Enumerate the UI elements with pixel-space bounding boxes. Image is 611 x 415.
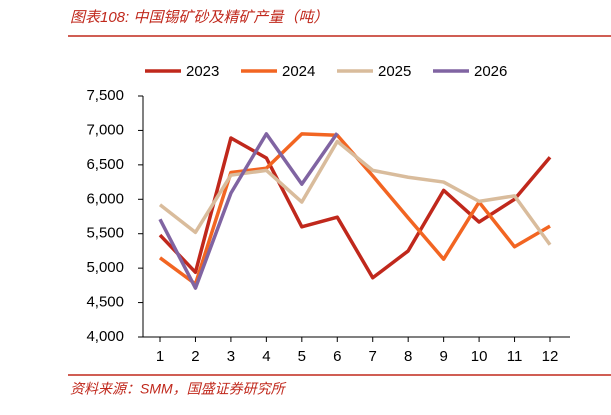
legend-label: 2023 (186, 63, 219, 80)
x-tick-label: 10 (471, 348, 488, 365)
source: 资料来源：SMM，国盛证券研究所 (70, 381, 287, 397)
series-line (158, 132, 339, 290)
series-line (158, 139, 552, 246)
x-tick-label: 9 (439, 348, 447, 365)
y-tick-label: 6,000 (86, 190, 124, 207)
x-tick-label: 12 (542, 348, 559, 365)
x-tick-label: 6 (333, 348, 341, 365)
y-tick-label: 5,500 (86, 225, 124, 242)
series-line (158, 136, 552, 280)
x-tick-label: 7 (369, 348, 377, 365)
legend-label: 2025 (378, 63, 411, 80)
y-tick-label: 7,000 (86, 121, 124, 138)
legend-label: 2024 (282, 63, 315, 80)
x-tick-label: 4 (262, 348, 270, 365)
y-tick-label: 4,500 (86, 294, 124, 311)
y-tick-label: 5,000 (86, 259, 124, 276)
y-tick-label: 7,500 (86, 87, 124, 104)
legend-label: 2026 (474, 63, 507, 80)
x-tick-label: 5 (298, 348, 306, 365)
y-tick-label: 4,000 (86, 328, 124, 345)
x-tick-label: 8 (404, 348, 412, 365)
x-tick-label: 2 (191, 348, 199, 365)
x-tick-label: 1 (156, 348, 164, 365)
y-tick-label: 6,500 (86, 156, 124, 173)
x-tick-label: 11 (507, 348, 523, 365)
x-tick-label: 3 (227, 348, 235, 365)
chart-title: 图表108: 中国锡矿砂及精矿产量（吨） (70, 9, 328, 26)
